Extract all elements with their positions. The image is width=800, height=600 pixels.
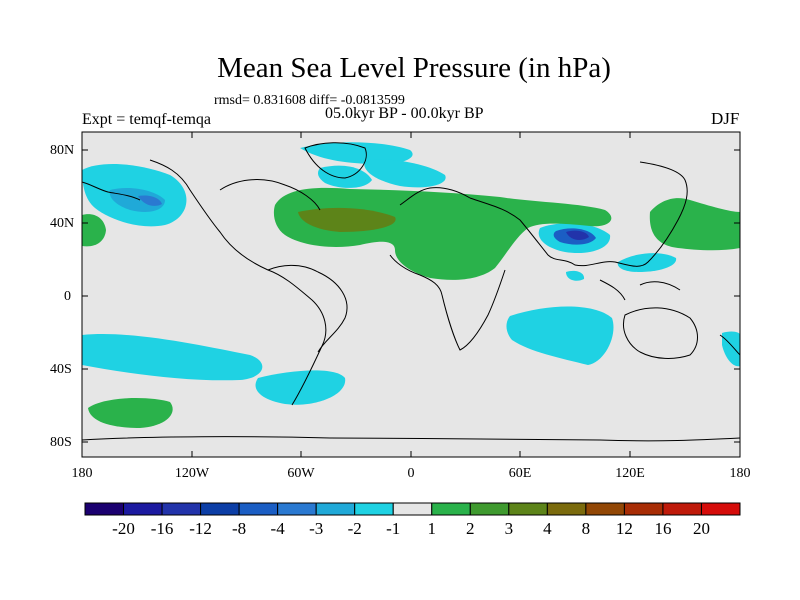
lon-label-60e: 60E: [508, 466, 532, 481]
period-label: 05.0kyr BP - 00.0kyr BP: [325, 105, 484, 122]
lon-label-0: 0: [407, 466, 415, 481]
colorbar-box: [700, 502, 741, 516]
anomaly-south-pacific: [82, 334, 263, 381]
anomaly-south-atlantic: [255, 370, 346, 405]
plot-title: Mean Sea Level Pressure (in hPa): [217, 52, 611, 84]
anomaly-bay-of-bengal: [566, 270, 585, 281]
colorbar-box: [315, 502, 356, 516]
colorbar-label: -20: [112, 519, 135, 538]
colorbar-box: [469, 502, 510, 516]
lon-label-180e: 180: [729, 466, 751, 481]
anomaly-tibet-deep: [566, 230, 589, 240]
colorbar-label: -12: [189, 519, 212, 538]
colorbar-box: [161, 502, 202, 516]
anomaly-northwest-pacific-high: [649, 198, 740, 251]
colorbar-box: [623, 502, 664, 516]
colorbar-label: -2: [347, 519, 362, 538]
lon-label-120w: 120W: [174, 466, 210, 481]
experiment-label: Expt = temqf-temqa: [82, 111, 211, 128]
colorbar-label: -4: [270, 519, 285, 538]
colorbar-label: 20: [692, 519, 710, 538]
colorbar-box: [508, 502, 548, 516]
colorbar-box: [354, 502, 394, 516]
coastlines: [82, 142, 740, 442]
anomaly-north-pacific-core: [109, 188, 165, 212]
colorbar-label: 1: [427, 519, 437, 538]
season-label: DJF: [711, 109, 740, 128]
anomaly-indian-ocean: [506, 306, 614, 365]
lat-label-0: 0: [64, 289, 71, 304]
colorbar-label: -8: [232, 519, 247, 538]
anomaly-greenland: [300, 142, 413, 165]
colorbar-label: 8: [581, 519, 591, 538]
stats-text: rmsd= 0.831608 diff= -0.0813599: [214, 93, 405, 108]
colorbar-box: [662, 502, 702, 516]
colorbar: [84, 502, 741, 516]
colorbar-label: -16: [150, 519, 174, 538]
colorbar-box: [238, 502, 279, 516]
lat-label-80n: 80N: [50, 143, 75, 158]
anomaly-pacific-edge: [82, 214, 106, 247]
lon-label-120e: 120E: [615, 466, 645, 481]
colorbar-label: -3: [309, 519, 324, 538]
colorbar-box: [585, 502, 625, 516]
colorbar-box: [123, 502, 163, 516]
colorbar-label: 4: [543, 519, 552, 538]
colorbar-box: [431, 502, 471, 516]
colorbar-label: 16: [654, 519, 672, 538]
axis-ticks: [82, 132, 740, 457]
colorbar-box: [84, 502, 125, 516]
lon-label-180w: 180: [71, 466, 93, 481]
anomaly-south-pacific-high: [88, 398, 173, 428]
colorbar-box: [392, 502, 433, 516]
lat-label-40n: 40N: [50, 216, 75, 231]
colorbar-label: 3: [504, 519, 514, 538]
colorbar-label: 12: [615, 519, 633, 538]
colorbar-box: [200, 502, 240, 516]
colorbar-label: 2: [466, 519, 475, 538]
anomaly-atlantic-high-core: [298, 207, 396, 232]
anomaly-nordic-seas: [364, 159, 446, 188]
lat-label-80s: 80S: [50, 435, 72, 450]
lat-label-40s: 40S: [50, 362, 72, 377]
colorbar-box: [277, 502, 317, 516]
colorbar-box: [546, 502, 587, 516]
anomaly-north-pacific-deep: [138, 195, 162, 206]
lon-label-60w: 60W: [287, 466, 315, 481]
colorbar-label: -1: [386, 519, 401, 538]
